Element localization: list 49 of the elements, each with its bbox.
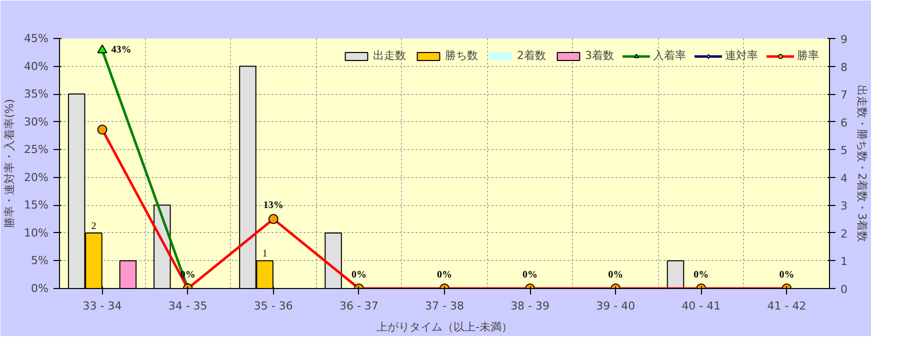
legend-label: 出走数 [373,48,406,63]
data-label: 13% [263,200,284,212]
data-label: 43% [111,44,132,56]
y-tick-label: 15% [24,198,49,212]
y-tick-label: 45% [24,32,49,45]
y2-tick-label: 0 [840,283,848,296]
y-tick-label: 5% [31,254,48,268]
y-tick-label: 40% [24,60,49,73]
data-label: 0% [351,270,366,280]
x-axis-title: 上がりタイム（以上-未満） [376,320,512,334]
legend-label: 勝ち数 [445,48,478,63]
y2-tick-label: 5 [840,144,848,158]
data-label: 0% [522,270,538,280]
y-axis-title: 勝率・連対率・入着率(%) [3,98,16,228]
data-label: 0% [694,270,709,280]
y2-tick-label: 3 [840,200,848,213]
x-tick-label: 35 - 36 [254,300,293,312]
y-tick-label: 30% [24,115,49,128]
data-label: 0% [608,270,624,280]
legend-label: 3着数 [585,48,614,63]
data-label: 0% [779,270,794,280]
x-tick-label: 36 - 37 [339,300,378,312]
x-tick-label: 39 - 40 [596,300,636,312]
x-tick-label: 38 - 39 [510,300,550,312]
y2-tick-label: 2 [840,227,848,240]
y2-tick-label: 9 [840,33,848,46]
x-tick-label: 40 - 41 [682,300,721,312]
legend-label: 勝率 [797,48,819,63]
x-tick-label: 33 - 34 [82,300,122,312]
x-tick-label: 37 - 38 [425,300,464,312]
y2-tick-label: 6 [840,116,848,130]
y2-tick-label: 8 [840,60,848,74]
y2-tick-label: 4 [840,172,848,185]
data-label: 2 [91,220,96,232]
y2-tick-label: 1 [840,255,848,268]
y2-axis-title: 出走数・勝ち数・2着数・3着数 [856,85,868,242]
legend-label: 連対率 [725,48,758,63]
y-tick-label: 35% [24,88,49,101]
y-tick-label: 10% [24,226,49,240]
y-tick-label: 25% [24,143,49,156]
legend-label: 2着数 [517,48,546,63]
data-label: 1 [262,248,268,260]
data-label: 0% [437,270,452,280]
y-tick-label: 20% [24,170,49,184]
y2-tick-label: 7 [840,88,848,102]
x-tick-label: 41 - 42 [767,300,806,312]
x-tick-label: 34 - 35 [168,300,208,312]
y-tick-label: 0% [31,282,48,295]
legend-label: 入着率 [653,48,686,63]
